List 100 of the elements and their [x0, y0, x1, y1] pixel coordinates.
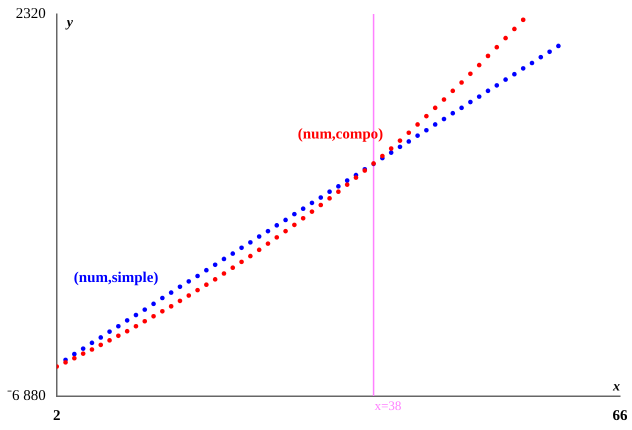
- point: [124, 328, 130, 334]
- point: [336, 189, 341, 194]
- point: [248, 254, 253, 258]
- y-tick-label: 2320: [16, 6, 46, 22]
- point: [388, 146, 394, 151]
- point: [116, 333, 121, 338]
- point: [72, 356, 77, 361]
- point: [538, 54, 544, 60]
- point: [398, 144, 402, 150]
- point: [256, 248, 262, 252]
- x-axis-title: x: [612, 380, 620, 395]
- point: [292, 222, 297, 228]
- point: [168, 304, 174, 309]
- point: [450, 88, 456, 94]
- point: [204, 282, 209, 288]
- point: [98, 342, 104, 348]
- point: [63, 360, 68, 365]
- point: [80, 351, 86, 356]
- point: [124, 318, 130, 323]
- point: [274, 235, 280, 240]
- point: [98, 335, 104, 340]
- point: [186, 279, 192, 284]
- point: [406, 139, 412, 144]
- point: [318, 202, 324, 208]
- point: [222, 271, 226, 276]
- point: [283, 228, 288, 234]
- point: [178, 298, 182, 304]
- point: [266, 241, 270, 246]
- point: [300, 206, 306, 212]
- point: [222, 256, 226, 262]
- series-label: (num,compo): [298, 126, 384, 142]
- point: [530, 60, 534, 66]
- point: [90, 347, 94, 352]
- ref-line-label: x=38: [374, 398, 402, 413]
- point: [415, 122, 420, 127]
- point: [168, 290, 174, 295]
- point: [90, 340, 94, 346]
- point: [424, 114, 429, 118]
- point: [72, 352, 77, 356]
- point: [459, 106, 464, 110]
- point: [432, 106, 438, 110]
- point: [116, 324, 121, 329]
- point: [494, 44, 500, 50]
- point: [388, 150, 394, 155]
- point: [344, 178, 350, 183]
- x-tick-label: 66: [612, 408, 628, 424]
- point: [292, 212, 297, 216]
- point: [107, 329, 112, 334]
- point: [512, 26, 517, 32]
- point: [344, 182, 350, 187]
- point: [486, 88, 490, 94]
- x-tick-label: 2: [53, 408, 60, 424]
- point: [503, 77, 508, 82]
- point: [318, 195, 324, 200]
- point: [432, 122, 438, 127]
- point: [80, 346, 86, 351]
- point: [186, 293, 192, 298]
- point: [142, 318, 148, 324]
- point: [134, 312, 138, 318]
- point: [239, 245, 244, 250]
- point: [547, 49, 552, 54]
- point: [212, 277, 218, 282]
- point: [239, 260, 244, 264]
- point: [336, 184, 341, 189]
- point: [494, 83, 500, 88]
- point: [556, 44, 561, 48]
- point: [142, 307, 148, 312]
- y-axis-title: y: [64, 16, 74, 31]
- point: [274, 223, 280, 228]
- point: [204, 268, 209, 272]
- point: [151, 302, 156, 306]
- point: [459, 80, 464, 85]
- point: [178, 284, 182, 290]
- point: [327, 189, 332, 194]
- y-tick-label: ⁻6 880: [7, 388, 46, 404]
- point: [310, 209, 314, 214]
- point: [283, 218, 288, 222]
- point: [468, 100, 473, 104]
- point: [512, 72, 517, 77]
- point: [195, 274, 200, 278]
- point: [476, 62, 482, 68]
- point: [442, 116, 446, 122]
- point: [398, 138, 402, 143]
- point: [230, 251, 236, 256]
- point: [486, 54, 490, 58]
- point: [406, 130, 412, 136]
- point: [327, 196, 332, 201]
- point: [424, 128, 429, 133]
- point: [195, 288, 200, 292]
- point: [266, 228, 270, 234]
- point: [415, 133, 420, 138]
- point: [520, 66, 526, 71]
- point: [450, 110, 456, 116]
- point: [212, 262, 218, 268]
- point: [300, 216, 306, 221]
- point: [520, 18, 526, 22]
- point: [468, 71, 473, 76]
- point: [160, 296, 165, 300]
- point: [134, 324, 138, 329]
- point: [230, 265, 236, 270]
